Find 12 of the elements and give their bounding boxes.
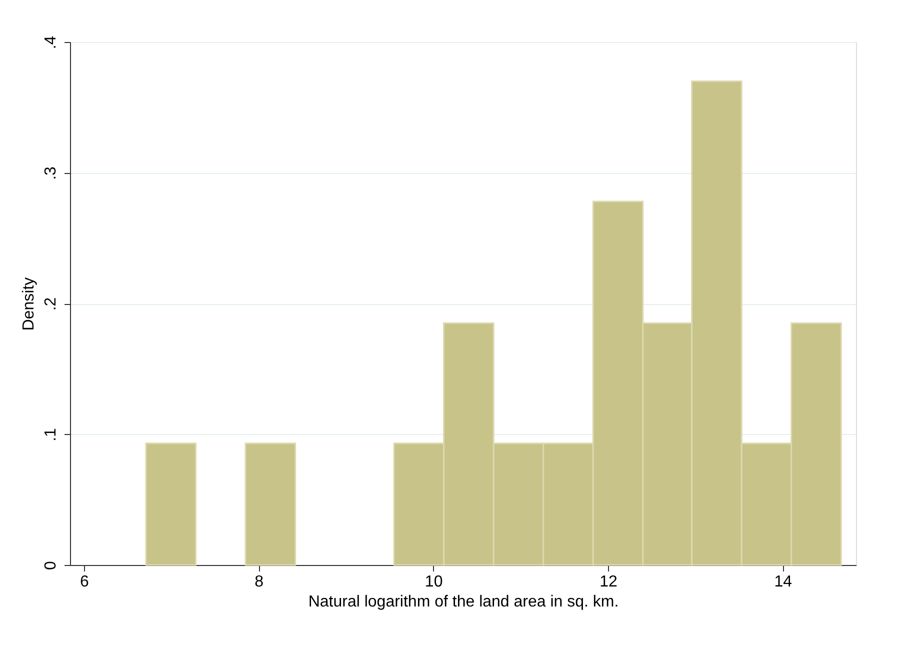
x-tick-label: 6 xyxy=(80,574,90,590)
x-axis-title: Natural logarithm of the land area in sq. km. xyxy=(308,594,619,610)
y-tick-label: .1 xyxy=(42,428,60,442)
y-tick-label: 0 xyxy=(42,560,60,570)
y-tick-label: .3 xyxy=(42,166,60,180)
y-axis-title: Density xyxy=(20,277,38,331)
x-tick-label: 12 xyxy=(600,574,618,590)
x-tick-label: 8 xyxy=(254,574,264,590)
y-tick-label: .2 xyxy=(42,297,60,311)
y-tick-label: .4 xyxy=(42,36,60,50)
x-tick-label: 10 xyxy=(424,574,443,590)
x-tick-label: 14 xyxy=(774,574,792,590)
